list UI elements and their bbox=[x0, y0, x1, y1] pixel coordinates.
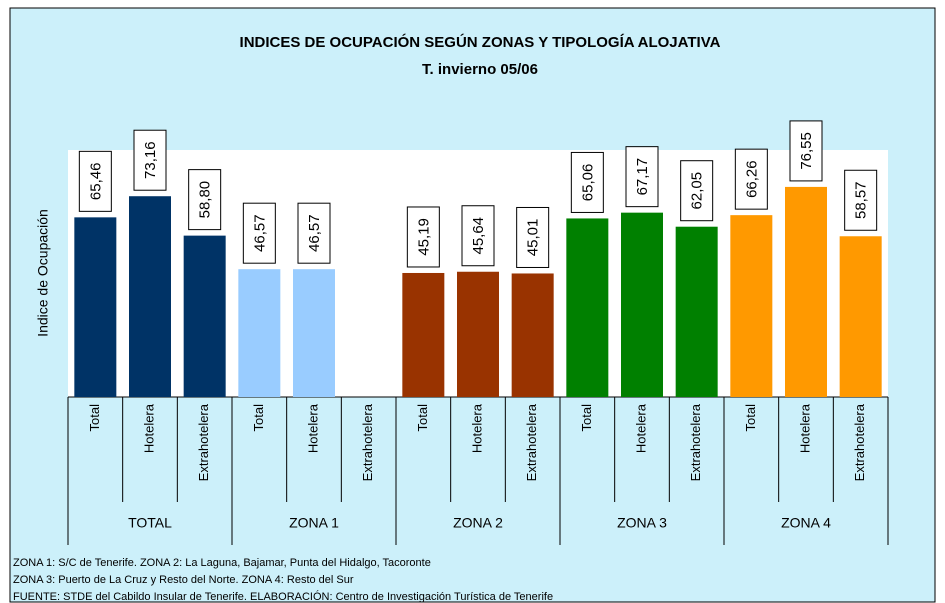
x-tick-label: Hotelera bbox=[633, 403, 648, 453]
bar bbox=[129, 196, 171, 397]
bar bbox=[785, 186, 827, 397]
value-label: 66,26 bbox=[743, 160, 760, 198]
x-tick-label: Total bbox=[415, 404, 430, 432]
value-label: 65,46 bbox=[87, 163, 104, 201]
value-label: 73,16 bbox=[142, 141, 159, 179]
value-label: 76,55 bbox=[798, 132, 815, 170]
value-label: 65,06 bbox=[579, 164, 596, 202]
bar bbox=[730, 215, 773, 397]
bar bbox=[675, 226, 718, 397]
footnote: FUENTE: STDE del Cabildo Insular de Tene… bbox=[13, 590, 553, 603]
footnote: ZONA 1: S/C de Tenerife. ZONA 2: La Lagu… bbox=[13, 557, 431, 569]
footnote: ZONA 3: Puerto de La Cruz y Resto del No… bbox=[13, 574, 354, 586]
chart-title: INDICES DE OCUPACIÓN SEGÚN ZONAS Y TIPOL… bbox=[240, 33, 721, 51]
bar bbox=[402, 272, 445, 397]
value-label: 46,57 bbox=[306, 214, 323, 252]
value-label: 58,80 bbox=[197, 181, 214, 219]
x-tick-label: Total bbox=[87, 404, 102, 432]
value-label-box bbox=[680, 160, 714, 222]
value-label-box bbox=[516, 206, 550, 268]
value-label: 58,57 bbox=[853, 181, 870, 219]
x-tick-label: Hotelera bbox=[797, 403, 812, 453]
value-label-box bbox=[406, 206, 440, 268]
x-tick-label: Extrahotelera bbox=[688, 403, 703, 481]
x-tick-label: Extrahotelera bbox=[196, 403, 211, 481]
x-tick-label: Hotelera bbox=[305, 403, 320, 453]
x-tick-label: Total bbox=[251, 404, 266, 432]
bar bbox=[511, 273, 554, 397]
x-tick-label: Extrahotelera bbox=[360, 403, 375, 481]
value-label-box bbox=[625, 146, 659, 208]
x-tick-label: Hotelera bbox=[469, 403, 484, 453]
bar bbox=[457, 271, 499, 397]
bar bbox=[183, 235, 226, 397]
x-tick-label: Extrahotelera bbox=[524, 403, 539, 481]
y-axis-label: Indice de Ocupación bbox=[35, 209, 51, 337]
value-label-box bbox=[789, 120, 823, 182]
x-tick-label: Total bbox=[743, 404, 758, 432]
chart-subtitle: T. invierno 05/06 bbox=[422, 61, 538, 78]
bar bbox=[238, 269, 281, 397]
bar bbox=[839, 236, 882, 397]
value-label-box bbox=[242, 202, 276, 264]
value-label: 62,05 bbox=[689, 172, 706, 210]
bar bbox=[566, 218, 609, 397]
bar bbox=[621, 212, 663, 397]
bar bbox=[74, 217, 117, 397]
value-label: 45,19 bbox=[415, 218, 432, 256]
group-label: ZONA 1 bbox=[289, 515, 339, 531]
value-label-box bbox=[461, 205, 495, 267]
value-label-box bbox=[570, 151, 604, 213]
value-label: 45,01 bbox=[525, 219, 542, 257]
value-label-box bbox=[133, 129, 167, 191]
value-label: 45,64 bbox=[470, 217, 487, 255]
value-label-box bbox=[844, 169, 878, 231]
value-label-box bbox=[297, 202, 331, 264]
x-tick-label: Hotelera bbox=[141, 403, 156, 453]
group-label: ZONA 3 bbox=[617, 515, 667, 531]
group-label: TOTAL bbox=[128, 515, 172, 531]
x-tick-label: Extrahotelera bbox=[852, 403, 867, 481]
value-label-box bbox=[188, 169, 222, 231]
value-label-box bbox=[78, 150, 112, 212]
value-label: 67,17 bbox=[634, 158, 651, 196]
group-label: ZONA 4 bbox=[781, 515, 831, 531]
bar bbox=[293, 269, 335, 397]
value-label: 46,57 bbox=[251, 214, 268, 252]
group-label: ZONA 2 bbox=[453, 515, 503, 531]
value-label-box bbox=[734, 148, 768, 210]
x-tick-label: Total bbox=[579, 404, 594, 432]
